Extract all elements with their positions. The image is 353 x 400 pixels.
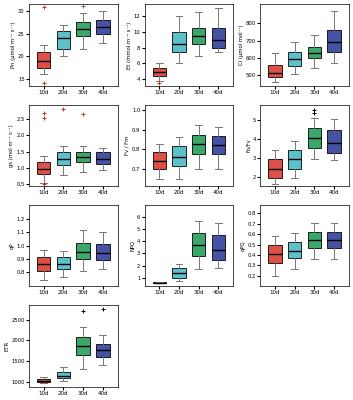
PathPatch shape bbox=[37, 379, 50, 382]
PathPatch shape bbox=[192, 233, 205, 256]
PathPatch shape bbox=[212, 136, 225, 154]
PathPatch shape bbox=[308, 128, 321, 148]
Y-axis label: ETR: ETR bbox=[4, 341, 9, 351]
PathPatch shape bbox=[268, 65, 282, 77]
PathPatch shape bbox=[268, 160, 282, 178]
PathPatch shape bbox=[152, 152, 166, 170]
PathPatch shape bbox=[76, 22, 90, 36]
PathPatch shape bbox=[327, 30, 341, 52]
Y-axis label: gs (mol m⁻² s⁻¹): gs (mol m⁻² s⁻¹) bbox=[9, 124, 14, 167]
PathPatch shape bbox=[192, 28, 205, 44]
Y-axis label: NPQ: NPQ bbox=[130, 240, 135, 251]
Y-axis label: Ci (μmol mol⁻¹): Ci (μmol mol⁻¹) bbox=[239, 25, 244, 65]
PathPatch shape bbox=[37, 162, 50, 174]
PathPatch shape bbox=[288, 52, 301, 66]
Y-axis label: Fo/Fv: Fo/Fv bbox=[246, 138, 251, 152]
PathPatch shape bbox=[327, 130, 341, 153]
PathPatch shape bbox=[288, 150, 301, 169]
Y-axis label: Fv / Fm: Fv / Fm bbox=[125, 136, 130, 155]
PathPatch shape bbox=[192, 134, 205, 154]
PathPatch shape bbox=[37, 52, 50, 68]
PathPatch shape bbox=[308, 48, 321, 58]
PathPatch shape bbox=[57, 372, 70, 378]
PathPatch shape bbox=[96, 344, 109, 357]
Y-axis label: qPQ: qPQ bbox=[240, 240, 246, 251]
Y-axis label: Et (mmol m⁻² s⁻¹): Et (mmol m⁻² s⁻¹) bbox=[126, 21, 132, 68]
PathPatch shape bbox=[96, 152, 109, 164]
PathPatch shape bbox=[57, 258, 70, 269]
PathPatch shape bbox=[172, 268, 186, 278]
PathPatch shape bbox=[96, 244, 109, 260]
PathPatch shape bbox=[212, 28, 225, 48]
PathPatch shape bbox=[96, 20, 109, 34]
PathPatch shape bbox=[288, 242, 301, 258]
PathPatch shape bbox=[152, 68, 166, 76]
PathPatch shape bbox=[308, 232, 321, 248]
Y-axis label: qP: qP bbox=[9, 242, 14, 249]
PathPatch shape bbox=[37, 258, 50, 270]
PathPatch shape bbox=[172, 32, 186, 52]
PathPatch shape bbox=[212, 235, 225, 260]
PathPatch shape bbox=[268, 244, 282, 263]
PathPatch shape bbox=[76, 152, 90, 162]
PathPatch shape bbox=[57, 152, 70, 166]
PathPatch shape bbox=[76, 338, 90, 355]
PathPatch shape bbox=[327, 232, 341, 248]
Y-axis label: Pn (μmol m⁻² s⁻¹): Pn (μmol m⁻² s⁻¹) bbox=[11, 22, 16, 68]
PathPatch shape bbox=[76, 243, 90, 259]
PathPatch shape bbox=[152, 282, 166, 283]
PathPatch shape bbox=[57, 31, 70, 50]
PathPatch shape bbox=[172, 146, 186, 166]
